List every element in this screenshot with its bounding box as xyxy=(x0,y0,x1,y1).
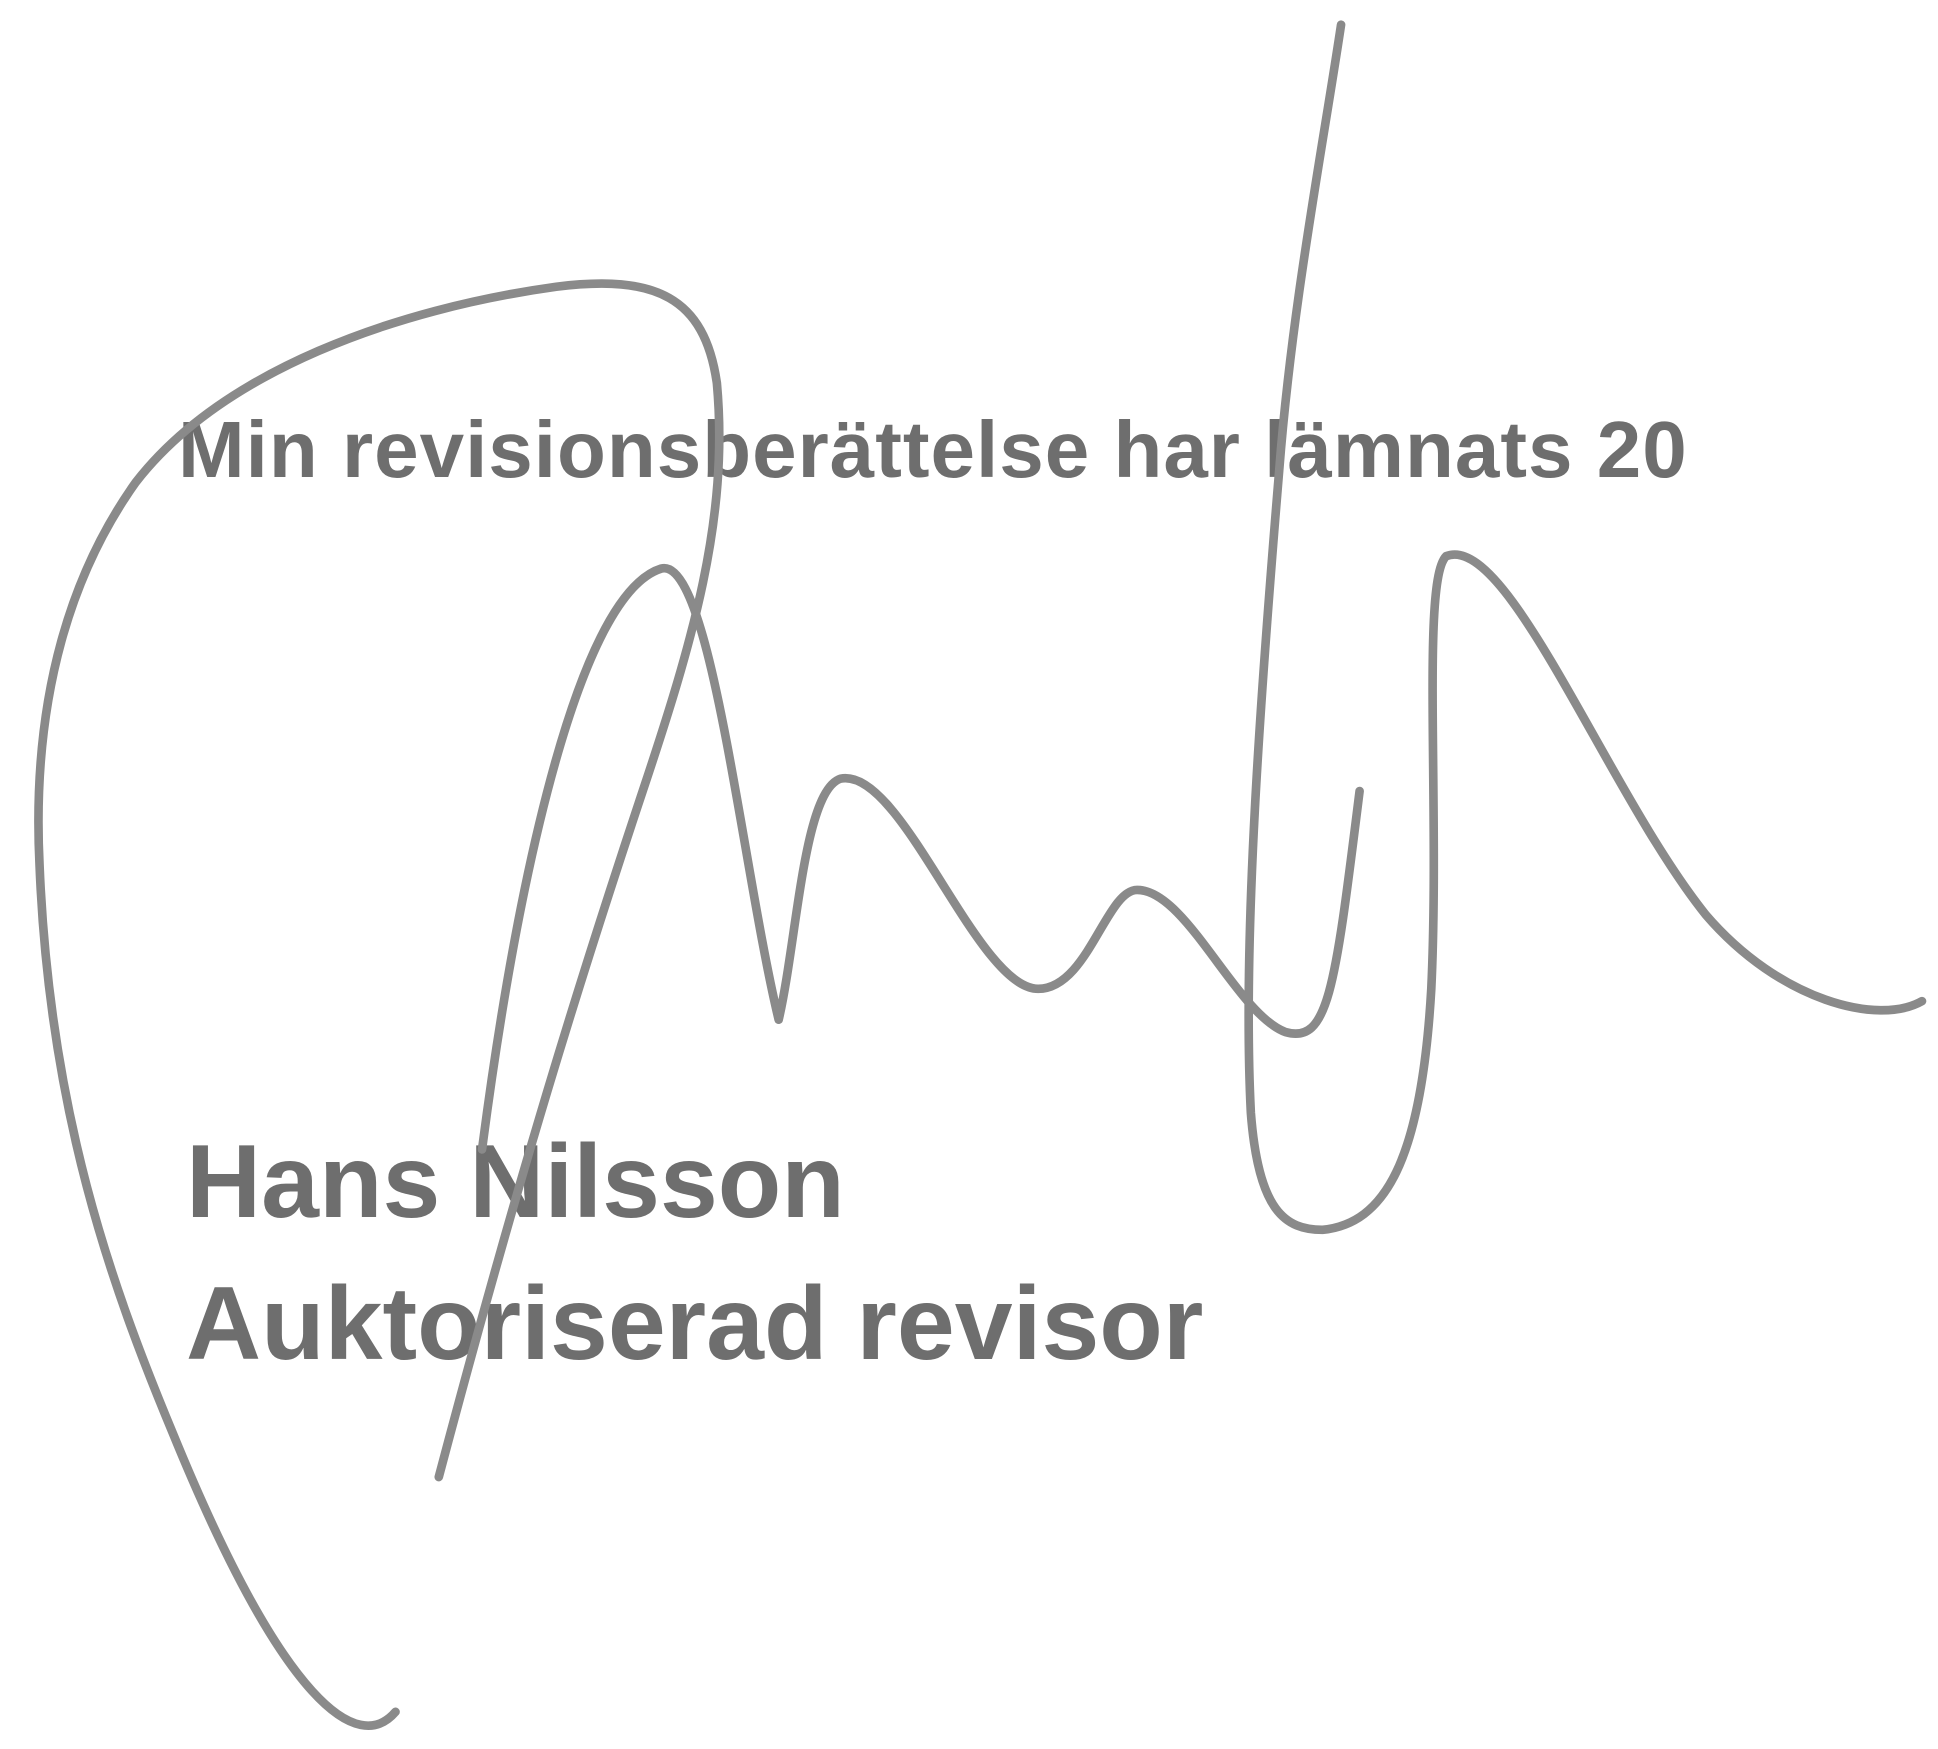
statement-text: Min revisionsberättelse har lämnats 20 xyxy=(178,405,1688,494)
signature-stroke xyxy=(34,279,724,1730)
signatory-name: Hans Nilsson xyxy=(186,1124,845,1240)
signatory-title: Auktoriserad revisor xyxy=(186,1266,1204,1382)
signature-stroke xyxy=(1244,20,1927,1235)
signature-stroke xyxy=(477,564,1364,1154)
